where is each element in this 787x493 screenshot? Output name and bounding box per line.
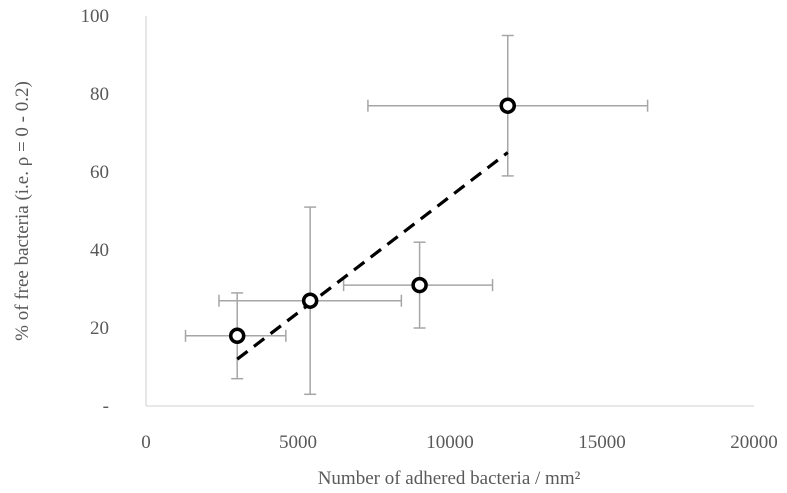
x-axis-title: Number of adhered bacteria / mm² <box>318 468 581 489</box>
tick-labels: 0 5000 10000 15000 20000 - 20 40 60 80 100 <box>81 6 778 453</box>
trendline <box>236 151 509 361</box>
data-point <box>499 97 517 114</box>
x-tick-label: 0 <box>141 432 151 453</box>
data-markers <box>228 97 517 345</box>
data-point <box>411 276 428 294</box>
y-tick-label: 60 <box>90 162 109 183</box>
x-tick-label: 5000 <box>279 432 317 453</box>
x-tick-label: 10000 <box>426 432 474 453</box>
y-tick-label: 20 <box>90 318 109 339</box>
data-point <box>301 292 319 309</box>
y-tick-label: 80 <box>90 84 109 105</box>
trendline-group <box>236 151 509 361</box>
y-tick-label: 100 <box>81 6 110 27</box>
y-tick-label: - <box>103 396 109 417</box>
axes <box>145 16 754 407</box>
x-tick-label: 20000 <box>730 432 778 453</box>
y-axis-title: % of free bacteria (i.e. ρ = 0 - 0.2) <box>12 81 33 341</box>
data-point <box>228 327 246 345</box>
error-bars <box>184 34 649 396</box>
x-tick-label: 15000 <box>578 432 626 453</box>
y-tick-label: 40 <box>90 240 109 261</box>
